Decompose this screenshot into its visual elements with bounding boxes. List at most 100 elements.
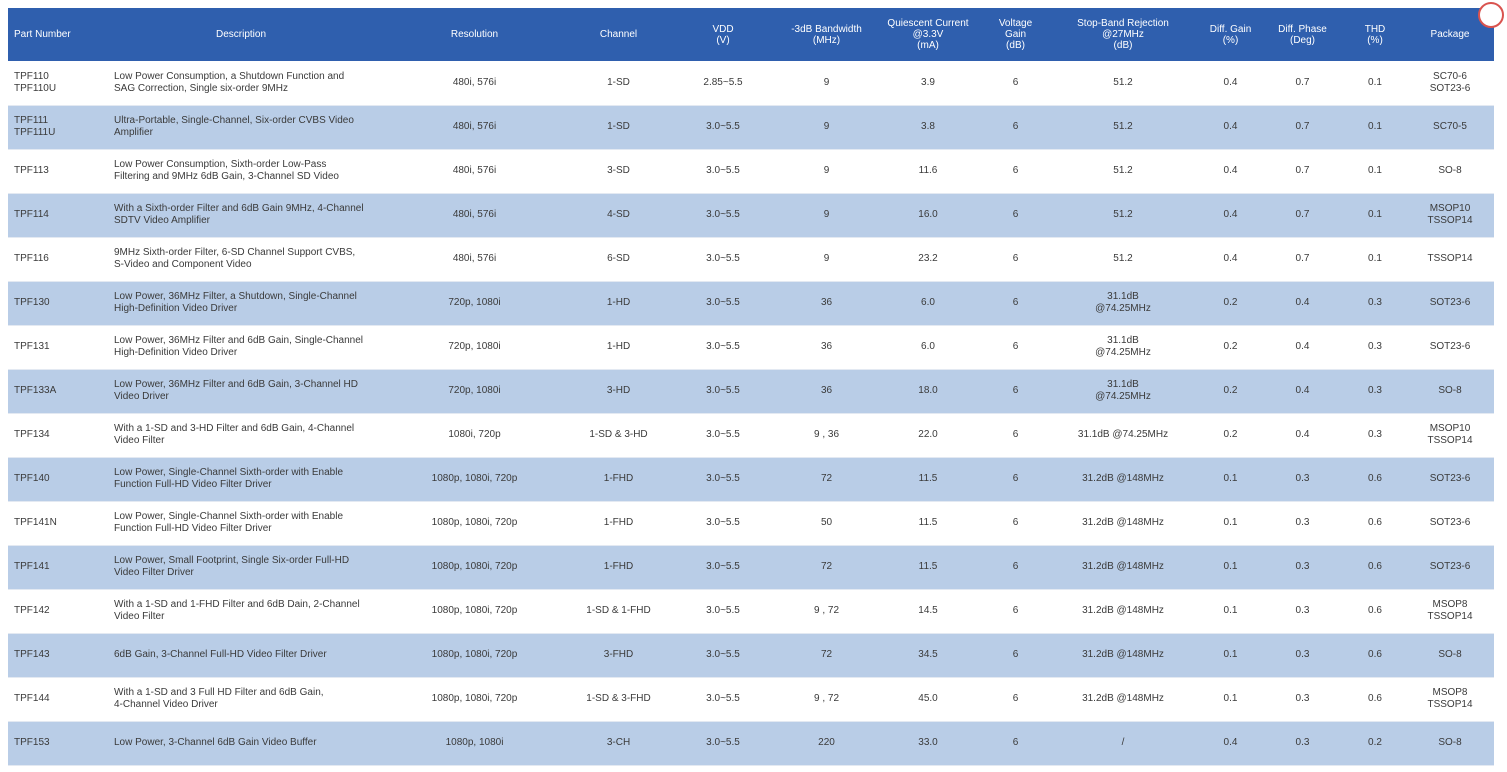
cell-stop-band-rejection: 31.1dB @74.25MHz <box>1046 369 1200 414</box>
table-row[interactable]: TPF110 TPF110U Low Power Consumption, a S… <box>8 61 1494 106</box>
cell-channel: 1-SD & 3-FHD <box>573 677 664 722</box>
cell-quiescent-current: 11.5 <box>871 545 985 590</box>
cell-stop-band-rejection: 51.2 <box>1046 149 1200 194</box>
cell-description: Low Power, Single-Channel Sixth-order wi… <box>106 457 376 502</box>
table-header-row: Part Number Description Resolution Chann… <box>8 8 1494 61</box>
cell-channel: 1-HD <box>573 325 664 370</box>
cell-stop-band-rejection: 31.2dB @148MHz <box>1046 457 1200 502</box>
table-row[interactable]: TPF140 Low Power, Single-Channel Sixth-or… <box>8 457 1494 502</box>
table-row[interactable]: TPF134 With a 1-SD and 3-HD Filter and 6d… <box>8 413 1494 458</box>
corner-badge-icon <box>1478 2 1504 28</box>
header-diff-phase[interactable]: Diff. Phase (Deg) <box>1278 23 1327 46</box>
cell-vdd: 3.0~5.5 <box>664 193 782 238</box>
table-row[interactable]: TPF153 Low Power, 3-Channel 6dB Gain Vide… <box>8 721 1494 766</box>
table-row[interactable]: TPF111 TPF111U Ultra-Portable, Single-Cha… <box>8 105 1494 150</box>
cell-part-number: TPF141N <box>8 501 106 546</box>
header-part-number[interactable]: Part Number <box>14 29 71 40</box>
cell-stop-band-rejection: 51.2 <box>1046 61 1200 106</box>
header-bandwidth[interactable]: -3dB Bandwidth (MHz) <box>791 23 862 46</box>
cell-package: SC70-6 SOT23-6 <box>1406 61 1494 106</box>
cell-resolution: 720p, 1080i <box>376 369 573 414</box>
cell-diff-gain: 0.4 <box>1200 237 1261 282</box>
table-row[interactable]: TPF142 With a 1-SD and 1-FHD Filter and 6… <box>8 589 1494 634</box>
cell-diff-gain: 0.1 <box>1200 457 1261 502</box>
header-channel[interactable]: Channel <box>599 29 638 40</box>
cell-part-number: TPF130 <box>8 281 106 326</box>
cell-channel: 3-HD <box>573 369 664 414</box>
cell-voltage-gain: 6 <box>985 633 1046 678</box>
cell-quiescent-current: 14.5 <box>871 589 985 634</box>
cell-part-number: TPF144 <box>8 677 106 722</box>
header-quiescent-current[interactable]: Quiescent Current @3.3V (mA) <box>887 18 969 51</box>
header-package[interactable]: Package <box>1430 29 1470 40</box>
cell-quiescent-current: 11.5 <box>871 501 985 546</box>
table-row[interactable]: TPF144 With a 1-SD and 3 Full HD Filter a… <box>8 677 1494 722</box>
cell-thd: 0.1 <box>1344 61 1406 106</box>
cell-bandwidth: 9 , 72 <box>782 677 871 722</box>
cell-vdd: 3.0~5.5 <box>664 457 782 502</box>
cell-channel: 1-FHD <box>573 457 664 502</box>
cell-diff-gain: 0.2 <box>1200 325 1261 370</box>
cell-voltage-gain: 6 <box>985 105 1046 150</box>
cell-package: SO-8 <box>1406 721 1494 766</box>
cell-channel: 1-SD <box>573 105 664 150</box>
cell-package: SOT23-6 <box>1406 501 1494 546</box>
header-stop-band-rejection[interactable]: Stop-Band Rejection @27MHz (dB) <box>1077 18 1169 51</box>
cell-part-number: TPF114 <box>8 193 106 238</box>
cell-stop-band-rejection: 31.1dB @74.25MHz <box>1046 325 1200 370</box>
table-row[interactable]: TPF143 6dB Gain, 3-Channel Full-HD Video … <box>8 633 1494 678</box>
table-row[interactable]: TPF133A Low Power, 36MHz Filter and 6dB G… <box>8 369 1494 414</box>
table-row[interactable]: TPF141 Low Power, Small Footprint, Single… <box>8 545 1494 590</box>
table-row[interactable]: TPF114 With a Sixth-order Filter and 6dB … <box>8 193 1494 238</box>
cell-description: 6dB Gain, 3-Channel Full-HD Video Filter… <box>106 633 376 678</box>
table-row[interactable]: TPF116 9MHz Sixth-order Filter, 6-SD Chan… <box>8 237 1494 282</box>
header-thd[interactable]: THD (%) <box>1364 23 1386 46</box>
cell-diff-phase: 0.4 <box>1261 413 1344 458</box>
cell-diff-gain: 0.4 <box>1200 721 1261 766</box>
cell-resolution: 1080i, 720p <box>376 413 573 458</box>
table-row[interactable]: TPF141N Low Power, Single-Channel Sixth-o… <box>8 501 1494 546</box>
cell-package: SOT23-6 <box>1406 545 1494 590</box>
cell-voltage-gain: 6 <box>985 457 1046 502</box>
cell-voltage-gain: 6 <box>985 589 1046 634</box>
header-voltage-gain[interactable]: Voltage Gain (dB) <box>998 18 1033 51</box>
cell-description: Low Power, 36MHz Filter and 6dB Gain, 3-… <box>106 369 376 414</box>
cell-vdd: 3.0~5.5 <box>664 281 782 326</box>
cell-stop-band-rejection: 31.2dB @148MHz <box>1046 545 1200 590</box>
cell-package: MSOP8 TSSOP14 <box>1406 589 1494 634</box>
header-description[interactable]: Description <box>215 29 267 40</box>
cell-bandwidth: 72 <box>782 633 871 678</box>
table-row[interactable]: TPF113 Low Power Consumption, Sixth-order… <box>8 149 1494 194</box>
cell-thd: 0.3 <box>1344 413 1406 458</box>
cell-description: Low Power, Single-Channel Sixth-order wi… <box>106 501 376 546</box>
cell-thd: 0.3 <box>1344 325 1406 370</box>
cell-quiescent-current: 33.0 <box>871 721 985 766</box>
cell-channel: 1-FHD <box>573 545 664 590</box>
cell-thd: 0.1 <box>1344 105 1406 150</box>
cell-part-number: TPF134 <box>8 413 106 458</box>
cell-vdd: 3.0~5.5 <box>664 413 782 458</box>
cell-voltage-gain: 6 <box>985 237 1046 282</box>
cell-description: Low Power, 36MHz Filter, a Shutdown, Sin… <box>106 281 376 326</box>
cell-bandwidth: 72 <box>782 457 871 502</box>
header-vdd[interactable]: VDD (V) <box>712 23 734 46</box>
cell-vdd: 3.0~5.5 <box>664 501 782 546</box>
cell-part-number: TPF143 <box>8 633 106 678</box>
cell-description: With a 1-SD and 3-HD Filter and 6dB Gain… <box>106 413 376 458</box>
header-resolution[interactable]: Resolution <box>450 29 499 40</box>
cell-package: SO-8 <box>1406 369 1494 414</box>
cell-description: Low Power, 3-Channel 6dB Gain Video Buff… <box>106 721 376 766</box>
cell-stop-band-rejection: 31.1dB @74.25MHz <box>1046 413 1200 458</box>
cell-package: MSOP10 TSSOP14 <box>1406 413 1494 458</box>
header-diff-gain[interactable]: Diff. Gain (%) <box>1209 23 1252 46</box>
cell-vdd: 3.0~5.5 <box>664 237 782 282</box>
cell-diff-phase: 0.3 <box>1261 589 1344 634</box>
cell-stop-band-rejection: / <box>1046 721 1200 766</box>
cell-description: 9MHz Sixth-order Filter, 6-SD Channel Su… <box>106 237 376 282</box>
table-row[interactable]: TPF130 Low Power, 36MHz Filter, a Shutdow… <box>8 281 1494 326</box>
cell-channel: 1-SD <box>573 61 664 106</box>
cell-thd: 0.6 <box>1344 633 1406 678</box>
cell-thd: 0.2 <box>1344 721 1406 766</box>
table-row[interactable]: TPF131 Low Power, 36MHz Filter and 6dB Ga… <box>8 325 1494 370</box>
cell-bandwidth: 9 <box>782 237 871 282</box>
